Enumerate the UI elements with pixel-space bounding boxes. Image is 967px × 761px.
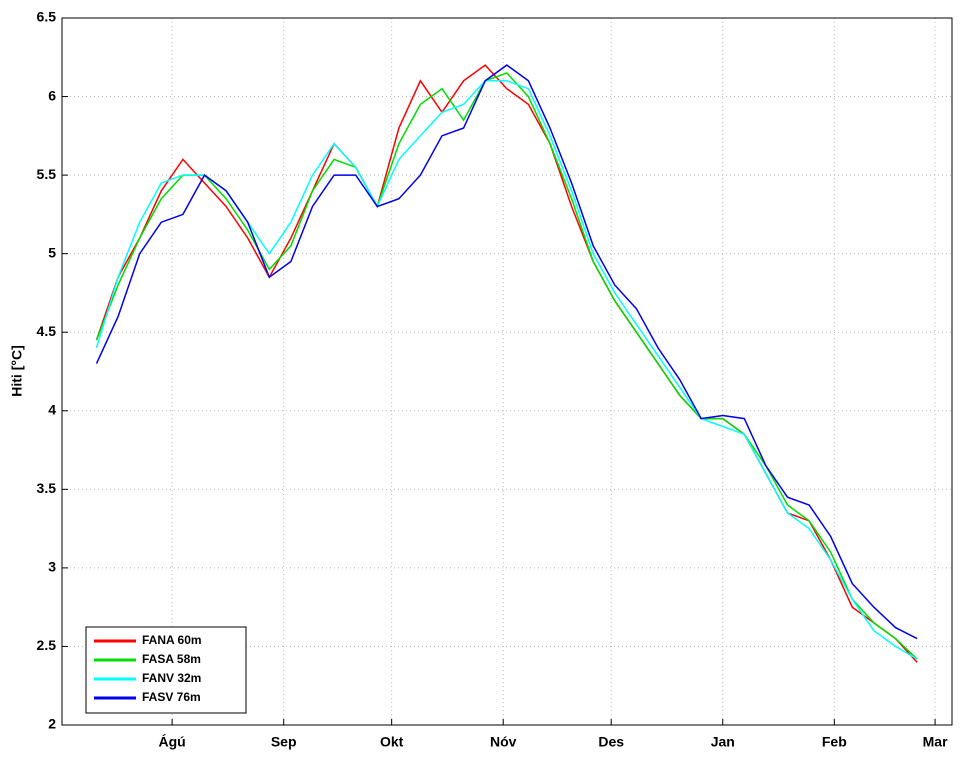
legend: FANA 60m FASA 58m FANV 32m FASV 76m (85, 626, 247, 714)
legend-label: FANA 60m (142, 633, 202, 647)
y-tick-label: 3.5 (37, 480, 57, 496)
y-tick-label: 6 (48, 87, 56, 103)
y-axis-label: Hiti [°C] (9, 345, 25, 396)
y-tick-label: 5 (48, 244, 56, 260)
y-tick-label: 4 (48, 401, 56, 417)
series-line (95, 72, 918, 660)
legend-label: FASV 76m (142, 690, 201, 704)
legend-label: FANV 32m (142, 671, 201, 685)
x-tick-label: Ágú (159, 734, 186, 750)
y-tick-label: 6.5 (37, 9, 57, 25)
y-tick-label: 3 (48, 559, 56, 575)
x-tick-label: Nóv (490, 734, 517, 750)
x-tick-label: Mar (923, 734, 948, 750)
x-tick-label: Sep (271, 734, 297, 750)
y-tick-label: 5.5 (37, 166, 57, 182)
y-tick-label: 4.5 (37, 323, 57, 339)
y-tick-label: 2 (48, 716, 56, 732)
x-tick-label: Okt (380, 734, 404, 750)
x-tick-label: Des (598, 734, 624, 750)
y-tick-label: 2.5 (37, 637, 57, 653)
x-tick-label: Jan (711, 734, 735, 750)
x-tick-label: Feb (822, 734, 847, 750)
legend-label: FASA 58m (142, 652, 201, 666)
series-line (95, 64, 918, 640)
plot-frame (61, 17, 953, 726)
